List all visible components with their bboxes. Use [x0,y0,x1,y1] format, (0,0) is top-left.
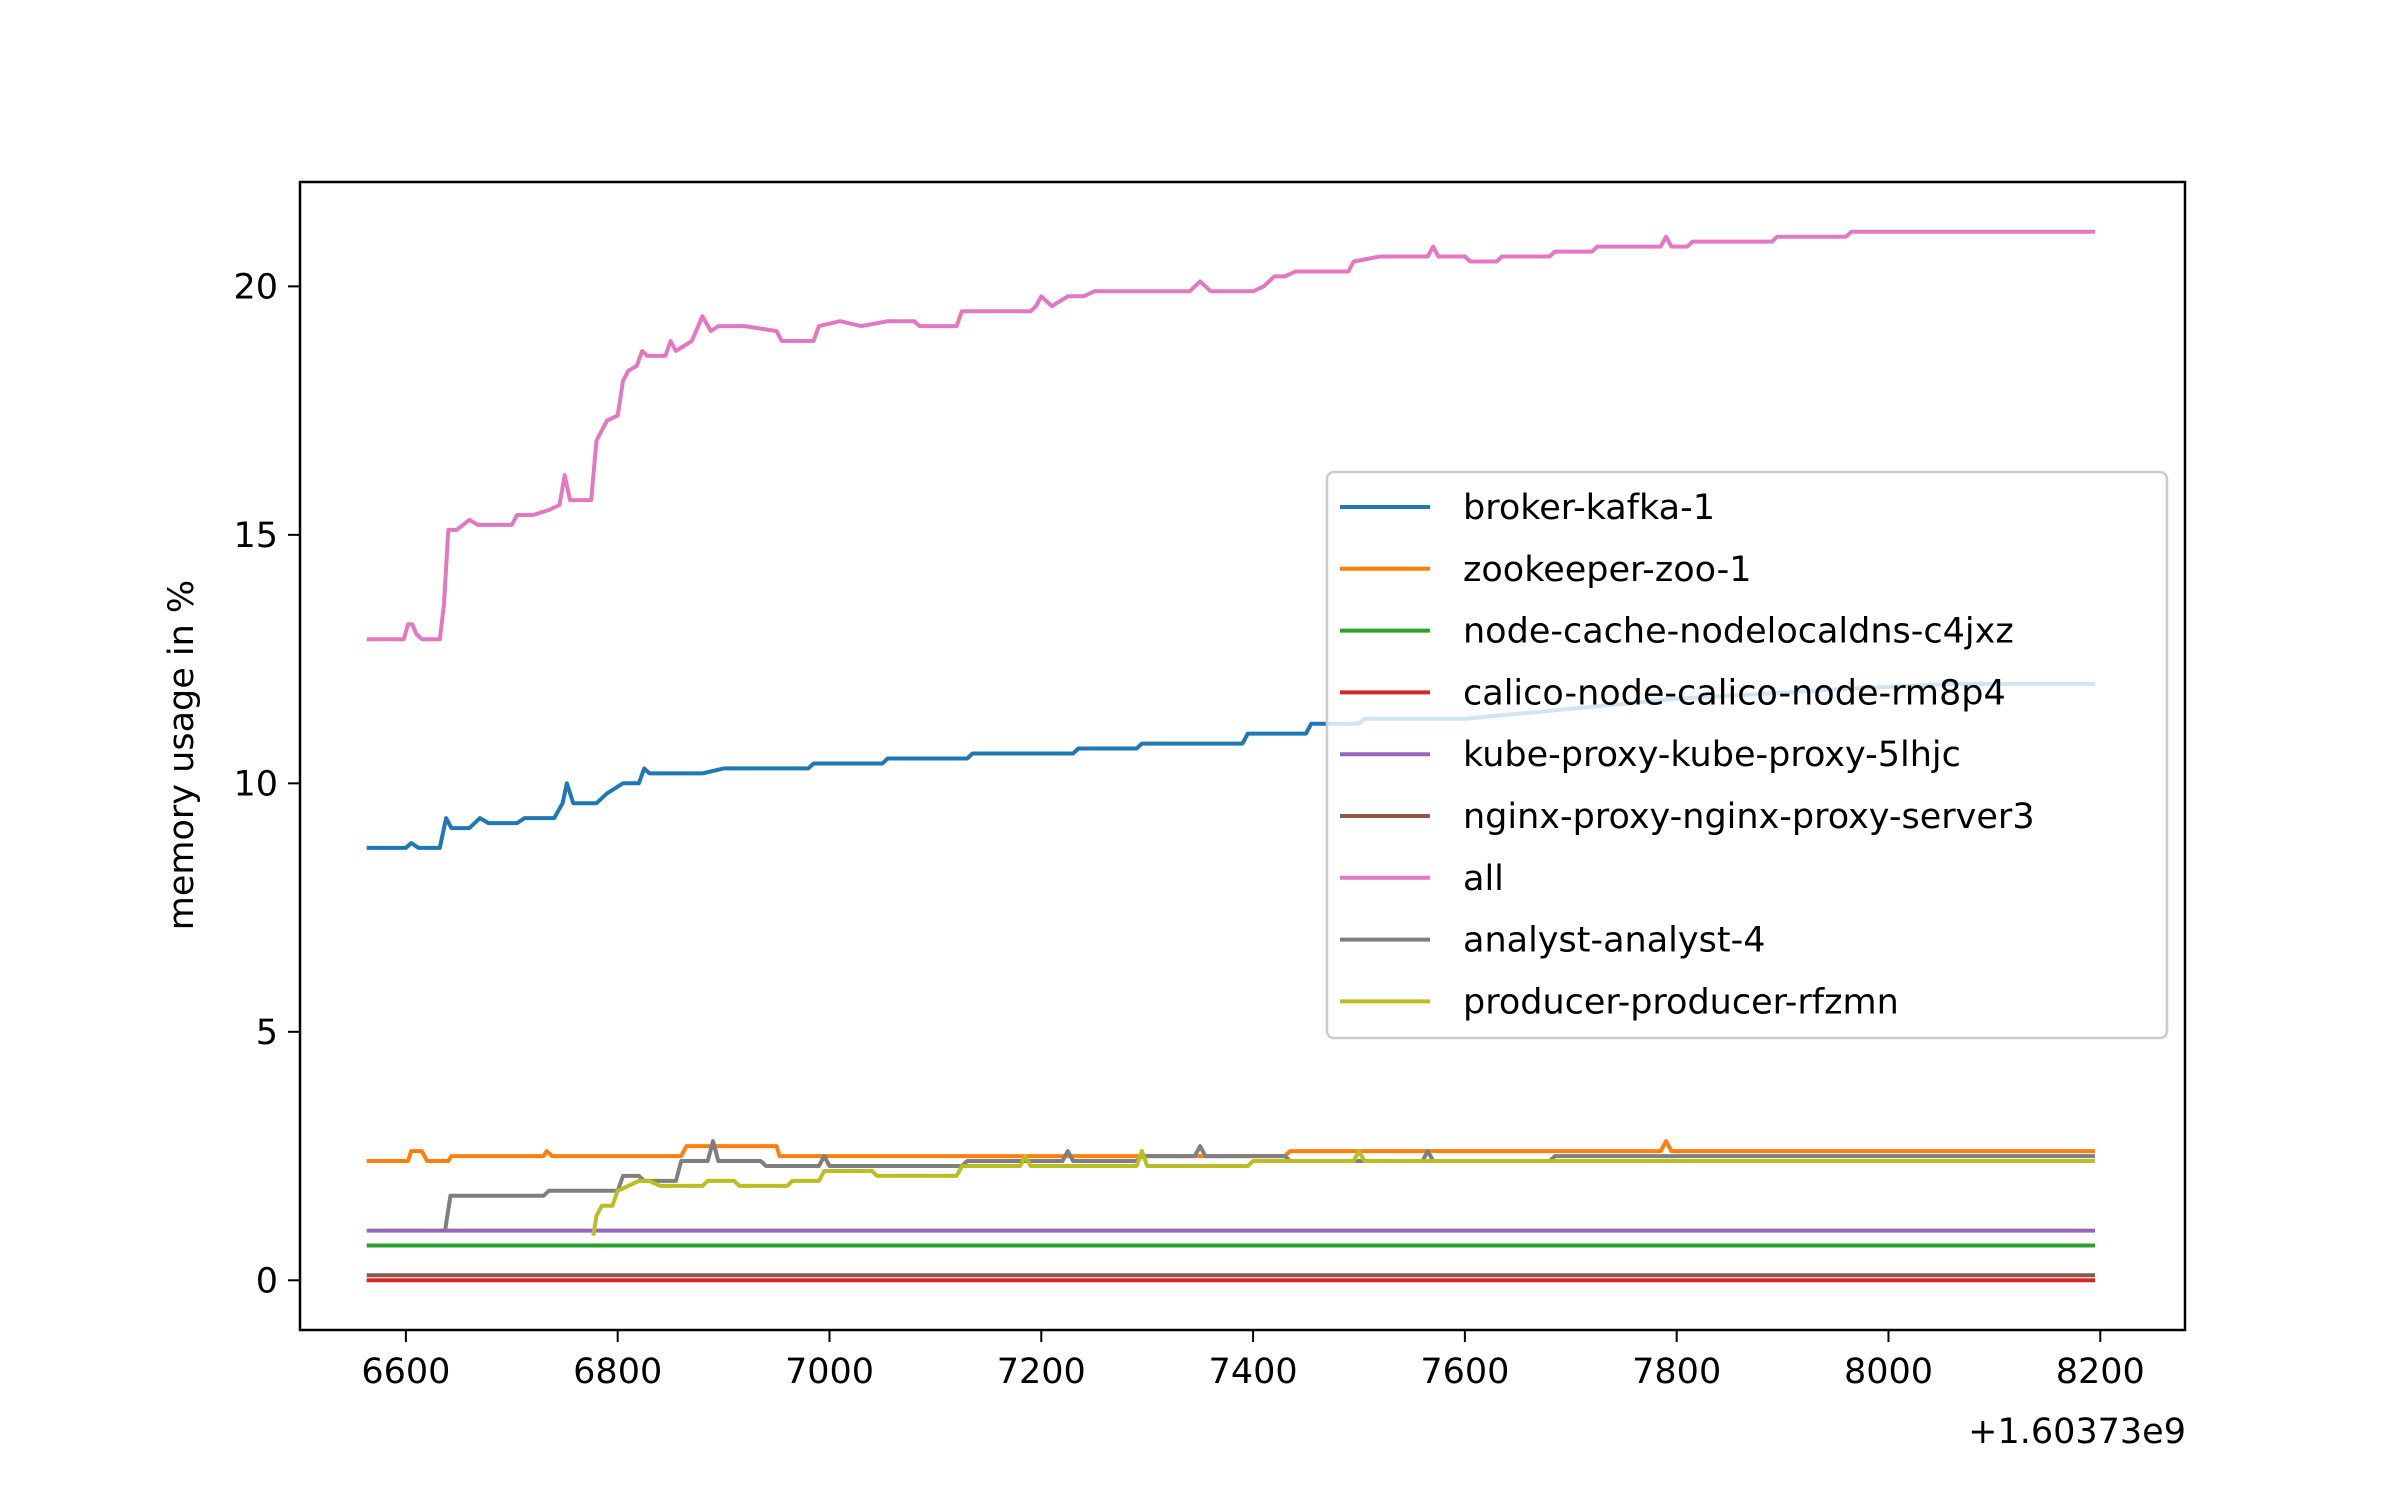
y-tick-label: 0 [256,1261,278,1301]
legend-label-8: producer-producer-rfzmn [1463,982,1899,1022]
x-tick-label: 8200 [2056,1352,2145,1392]
x-tick-label: 7000 [785,1352,874,1392]
legend: broker-kafka-1 zookeeper-zoo-1 node-cache-… [1325,470,2169,1040]
legend-entries: broker-kafka-1 zookeeper-zoo-1 node-cache-… [1340,488,2035,1022]
x-tick-label: 7200 [997,1352,1086,1392]
series-line-1 [366,1139,2095,1163]
y-tick-label: 15 [233,516,278,556]
y-tick-label: 10 [233,764,278,804]
legend-label-2: node-cache-nodelocaldns-c4jxz [1463,612,2014,652]
x-tick-label: 7800 [1632,1352,1721,1392]
y-axis: 0 5 10 15 20 [233,267,300,1301]
legend-label-5: nginx-proxy-nginx-proxy-server3 [1463,797,2035,837]
x-tick-label: 6800 [573,1352,662,1392]
y-axis-label: memory usage in % [162,580,202,930]
y-tick-label: 5 [256,1013,278,1053]
series-layer [366,229,2095,1283]
legend-label-4: kube-proxy-kube-proxy-5lhjc [1463,735,1961,775]
x-tick-label: 6600 [361,1352,450,1392]
legend-label-0: broker-kafka-1 [1463,488,1715,528]
y-tick-label: 20 [233,267,278,307]
legend-label-3: calico-node-calico-node-rm8p4 [1463,673,2006,713]
x-tick-label: 8000 [1844,1352,1933,1392]
x-tick-label: 7400 [1209,1352,1298,1392]
legend-label-6: all [1463,859,1504,899]
legend-label-7: analyst-analyst-4 [1463,921,1765,961]
series-line-8 [591,1149,2095,1236]
x-axis: 6600 6800 7000 7200 7400 7600 7800 8000 8200 [361,1330,2145,1392]
legend-label-1: zookeeper-zoo-1 [1463,550,1752,590]
x-offset-label: +1.60373e9 [1968,1412,2186,1452]
x-tick-label: 7600 [1420,1352,1509,1392]
plot-frame [298,180,2187,1332]
series-line-6 [366,229,2095,642]
legend-frame [1325,470,2169,1040]
